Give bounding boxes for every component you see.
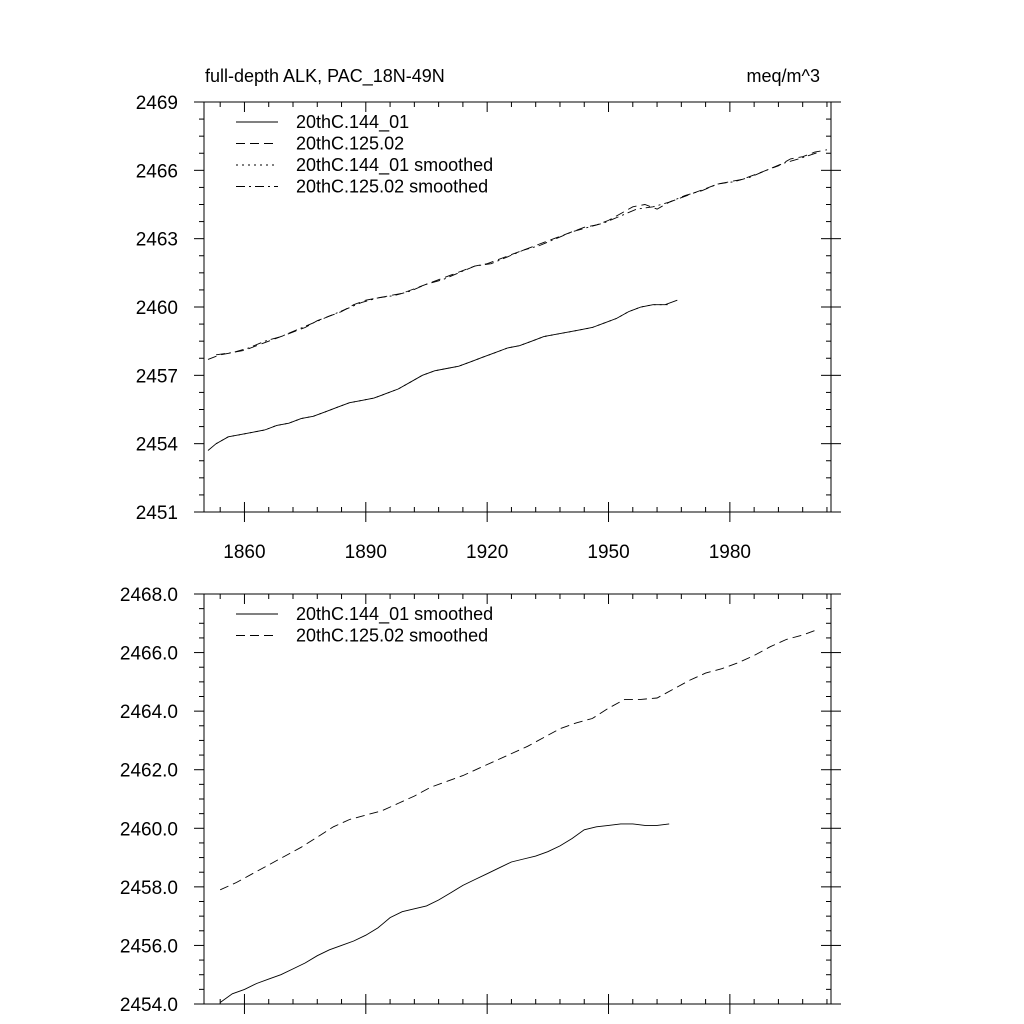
y-tick-label: 2466.0 — [120, 644, 178, 665]
legend-label: 20thC.125.02 smoothed — [296, 177, 488, 197]
tick-group: 2454.0 2456.0 2458.0 2460.0 2462.0 2464.0 2466… — [120, 585, 841, 1016]
bottom-panel: 2454.0 2456.0 2458.0 2460.0 2462.0 2464.0 2466… — [120, 585, 841, 1016]
legend-label: 20thC.144_01 smoothed — [296, 604, 493, 625]
series-line-0 — [219, 823, 670, 1003]
series-group — [219, 628, 820, 1003]
series-line-1 — [220, 628, 820, 891]
y-tick-label: 2463 — [136, 230, 178, 251]
y-tick-label: 2460.0 — [120, 819, 178, 840]
units-label: meq/m^3 — [747, 66, 820, 86]
top-panel: full-depth ALK, PAC_18N-49N meq/m^3 1860… — [136, 66, 841, 563]
y-tick-label: 2469 — [136, 93, 178, 114]
y-tick-label: 2454.0 — [120, 995, 178, 1016]
y-tick-label: 2464.0 — [120, 702, 178, 723]
y-tick-label: 2468.0 — [120, 585, 178, 606]
y-tick-label: 2454 — [136, 435, 179, 456]
tick-group: 1860 1890 1920 1950 1980 2451 2454 2457 2460 2463… — [136, 93, 841, 563]
y-tick-label: 2451 — [136, 503, 178, 524]
y-tick-label: 2460 — [136, 298, 178, 319]
x-tick-label: 1950 — [587, 542, 629, 563]
series-line-2 — [215, 304, 670, 445]
legend-label: 20thC.125.02 — [296, 134, 404, 154]
legend-label: 20thC.144_01 smoothed — [296, 155, 493, 176]
series-group — [207, 149, 828, 451]
y-tick-label: 2466 — [136, 161, 178, 182]
y-tick-label: 2458.0 — [120, 878, 178, 899]
y-tick-label: 2457 — [136, 366, 178, 387]
plot-frame — [203, 593, 832, 1005]
legend-label: 20thC.125.02 smoothed — [296, 626, 488, 646]
y-tick-label: 2462.0 — [120, 761, 178, 782]
y-tick-label: 2456.0 — [120, 936, 178, 957]
legend-label: 20thC.144_01 — [296, 112, 409, 133]
x-tick-label: 1860 — [223, 542, 265, 563]
x-tick-label: 1980 — [709, 542, 751, 563]
series-line-0 — [207, 299, 678, 451]
series-line-3 — [216, 151, 820, 356]
x-tick-label: 1890 — [345, 542, 387, 563]
panel-title: full-depth ALK, PAC_18N-49N — [205, 66, 445, 87]
x-tick-label: 1920 — [466, 542, 508, 563]
